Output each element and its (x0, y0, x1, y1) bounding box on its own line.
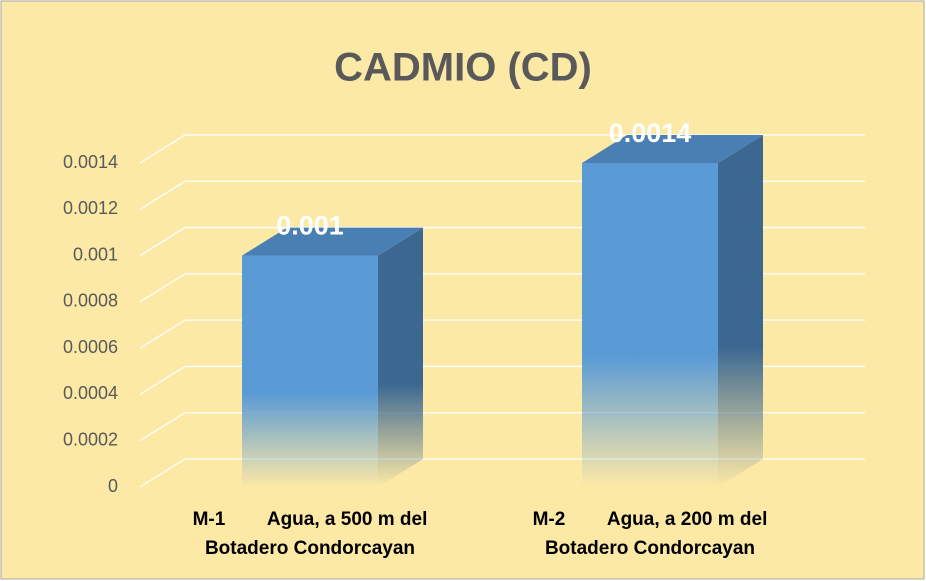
y-tick-label: 0.0006 (63, 337, 118, 357)
y-tick-label: 0.0012 (63, 198, 118, 218)
x-tick-label: M-1 Agua, a 500 m del Botadero Condorcay… (192, 509, 428, 559)
chart-title: CADMIO (CD) (334, 46, 592, 90)
bar-side (378, 227, 423, 488)
bar-top (582, 135, 763, 163)
bar-side (718, 135, 763, 487)
y-tick-label: 0.0008 (63, 291, 118, 311)
y-tick-label: 0.0004 (63, 383, 118, 403)
value-label: 0.0014 (609, 118, 692, 148)
bar (582, 163, 718, 487)
bar-top (242, 227, 423, 256)
y-tick-label: 0.001 (73, 244, 118, 264)
y-tick-label: 0.0014 (63, 152, 118, 172)
bar (242, 255, 378, 487)
y-tick-label: 0 (108, 476, 118, 496)
value-label: 0.001 (276, 211, 344, 241)
x-tick-label: M-2 Agua, a 200 m del Botadero Condorcay… (532, 509, 768, 559)
y-tick-label: 0.0002 (63, 429, 118, 449)
